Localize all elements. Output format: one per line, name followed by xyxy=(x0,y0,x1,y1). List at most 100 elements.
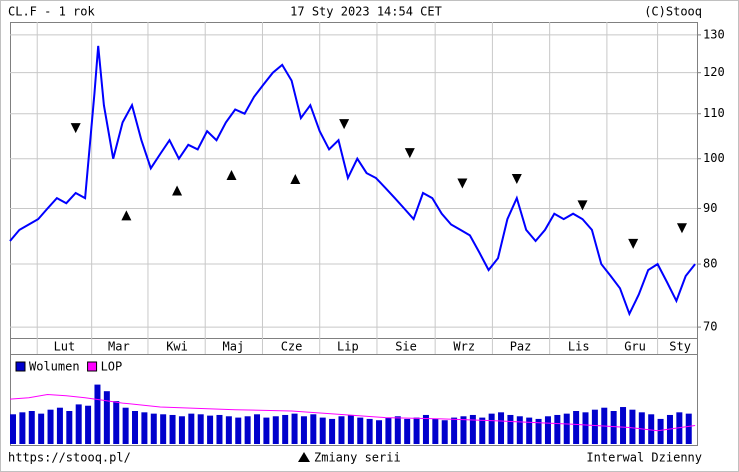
volume-bar xyxy=(75,404,82,444)
volume-bar xyxy=(291,413,298,444)
volume-bar xyxy=(620,407,627,444)
legend-label: LOP xyxy=(101,360,123,374)
x-tick-label: Paz xyxy=(510,340,532,354)
volume-bar xyxy=(132,411,139,444)
legend-swatch xyxy=(15,361,26,372)
series-change-marker xyxy=(70,123,81,134)
legend-triangle xyxy=(298,452,310,462)
volume-bar xyxy=(178,416,185,444)
volume-bar xyxy=(685,413,692,444)
volume-bar xyxy=(282,414,289,444)
volume-bar xyxy=(629,409,636,444)
volume-bar xyxy=(329,418,336,444)
volume-bar xyxy=(638,412,645,444)
volume-bar xyxy=(432,418,439,444)
volume-bar xyxy=(38,413,45,444)
volume-bar xyxy=(47,409,54,444)
volume-bar xyxy=(169,414,176,444)
volume-bar xyxy=(28,411,35,444)
x-tick-label: Wrz xyxy=(453,340,475,354)
volume-bar xyxy=(573,411,580,444)
volume-bar xyxy=(591,409,598,444)
volume-bar xyxy=(526,417,533,444)
y-tick-label: 110 xyxy=(703,106,725,120)
price-line xyxy=(9,45,696,317)
volume-bar xyxy=(141,412,148,444)
y-tick-label: 70 xyxy=(703,320,717,334)
volume-bar xyxy=(56,407,63,444)
y-tick-label: 120 xyxy=(703,65,725,79)
volume-bar xyxy=(366,418,373,444)
volume-bar xyxy=(422,414,429,444)
x-tick-label: Lip xyxy=(337,340,359,354)
volume-bar xyxy=(451,417,458,444)
volume-bar xyxy=(254,414,261,444)
series-change-marker xyxy=(226,170,237,181)
series-change-marker xyxy=(577,200,588,211)
volume-bar xyxy=(544,416,551,444)
volume-bar xyxy=(469,414,476,444)
volume-bar xyxy=(150,413,157,444)
volume-bar xyxy=(122,407,129,444)
volume-bar xyxy=(535,418,542,444)
volume-bar xyxy=(263,417,270,444)
volume-bar xyxy=(648,414,655,444)
volume-bar xyxy=(19,412,26,444)
date: 17 Sty 2023 14:54 CET xyxy=(290,5,442,19)
x-tick-label: Cze xyxy=(281,340,303,354)
volume-bar xyxy=(113,401,120,444)
series-change-marker xyxy=(511,173,522,184)
volume-bar xyxy=(300,416,307,444)
volume-bar xyxy=(225,416,232,444)
legend-label: Wolumen xyxy=(29,360,80,374)
source: (C)Stooq xyxy=(644,5,702,19)
series-change-marker xyxy=(339,119,350,130)
volume-bar xyxy=(319,417,326,444)
volume-bar xyxy=(404,418,411,444)
volume-bar xyxy=(657,418,664,444)
volume-bar xyxy=(197,414,204,444)
legend-swatch xyxy=(87,361,98,372)
series-change-marker xyxy=(457,178,468,189)
y-tick-label: 90 xyxy=(703,201,717,215)
x-tick-label: Sty xyxy=(669,340,691,354)
source-link[interactable]: https://stooq.pl/ xyxy=(8,451,131,465)
volume-bar xyxy=(207,415,214,444)
x-tick-label: Maj xyxy=(223,340,245,354)
volume-frame xyxy=(10,354,698,446)
series-change-marker xyxy=(404,148,415,159)
volume-bar xyxy=(441,420,448,444)
volume-bar xyxy=(244,416,251,444)
volume-bar xyxy=(394,416,401,444)
volume-bar xyxy=(376,420,383,444)
volume-bar xyxy=(488,413,495,444)
volume-bar xyxy=(338,416,345,444)
interval: Interwal Dzienny xyxy=(586,451,702,465)
volume-bar xyxy=(516,416,523,444)
chart-title: CL.F - 1 rok xyxy=(8,5,95,19)
series-change-marker xyxy=(290,173,301,184)
volume-bar xyxy=(357,417,364,444)
y-tick-label: 80 xyxy=(703,257,717,271)
volume-bar xyxy=(347,414,354,444)
volume-bar xyxy=(160,414,167,444)
volume-bar xyxy=(582,412,589,444)
volume-bar xyxy=(272,416,279,444)
lop-line xyxy=(9,393,696,432)
volume-bar xyxy=(310,414,317,444)
series-change-marker xyxy=(172,185,183,196)
x-tick-label: Mar xyxy=(108,340,130,354)
volume-bar xyxy=(385,417,392,444)
volume-bar xyxy=(507,414,514,444)
volume-bar xyxy=(94,384,101,444)
volume-bar xyxy=(66,411,73,444)
x-tick-label: Kwi xyxy=(166,340,188,354)
volume-bar xyxy=(498,412,505,444)
url[interactable]: https://stooq.pl/ xyxy=(8,451,131,465)
volume-bar xyxy=(554,414,561,444)
volume-bar xyxy=(188,413,195,444)
volume-bar xyxy=(413,417,420,444)
x-tick-label: Gru xyxy=(624,340,646,354)
